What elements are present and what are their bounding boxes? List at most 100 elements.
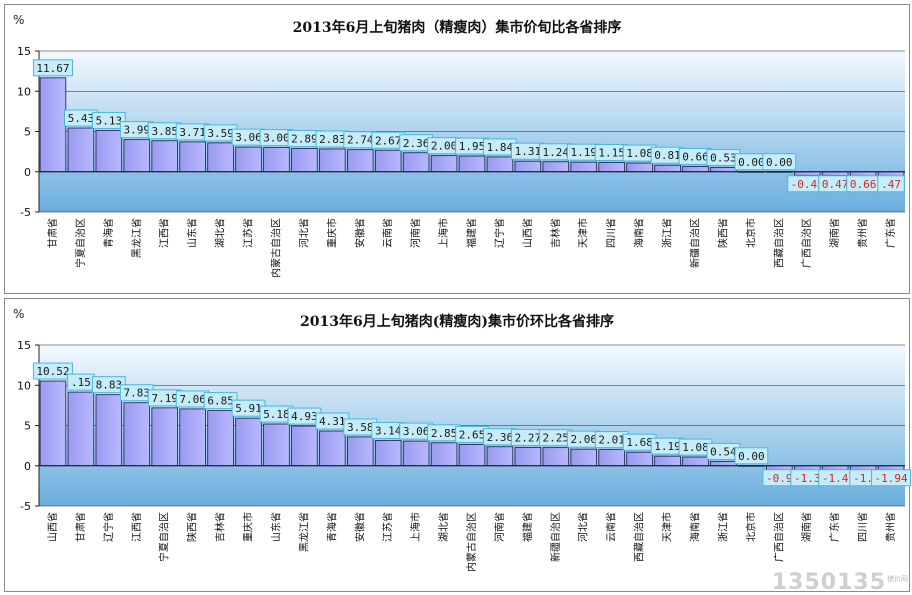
category-label: 河南省 — [409, 218, 422, 248]
y-tick-label: 10 — [17, 85, 31, 98]
watermark-subtext: 猪价网 — [887, 575, 908, 583]
data-label: 1.08 — [682, 441, 709, 454]
category-label: 西藏自治区 — [772, 218, 785, 268]
y-tick-label: 5 — [24, 126, 31, 139]
y-unit-label: % — [13, 307, 25, 321]
bar — [514, 160, 542, 173]
category-label: 安徽省 — [353, 218, 366, 248]
data-label: 0.00 — [738, 450, 765, 463]
category-label: 内蒙古自治区 — [269, 218, 282, 278]
data-label: -0.45 — [791, 178, 824, 191]
category-label: 陕西省 — [716, 218, 729, 248]
data-label: 3.85 — [151, 125, 178, 138]
data-label: 5.91 — [235, 402, 262, 415]
data-label-box — [32, 362, 73, 380]
data-label: 2.67 — [375, 134, 402, 147]
category-label: 甘肃省 — [74, 512, 87, 542]
data-label: 8.83 — [96, 379, 123, 392]
data-label: 3.59 — [207, 127, 234, 140]
y-tick-label: 0 — [24, 460, 31, 473]
bar — [291, 425, 318, 467]
bar — [39, 380, 67, 467]
category-label: 河北省 — [577, 512, 590, 542]
chart-title: 2013年6月上旬猪肉(精瘦肉)集市价环比各省排序 — [300, 314, 614, 330]
data-label: 2.27 — [515, 431, 542, 444]
bar — [682, 456, 709, 467]
bar — [263, 423, 290, 467]
data-label: -1. — [853, 472, 873, 485]
bar — [542, 447, 570, 467]
bar — [151, 140, 178, 173]
category-label: 山东省 — [186, 218, 199, 248]
bar — [486, 156, 514, 173]
data-label-box — [762, 153, 797, 171]
category-label: 黑龙江省 — [297, 512, 310, 552]
bar — [291, 148, 318, 173]
category-label: 黑龙江省 — [130, 218, 143, 258]
bar — [319, 148, 346, 173]
data-label-box — [734, 447, 769, 465]
data-label: 2.06 — [570, 433, 597, 446]
y-tick-label: 15 — [17, 339, 31, 352]
data-label: 1.19 — [570, 146, 597, 159]
data-label: 11.67 — [36, 62, 69, 75]
category-label: 贵州省 — [856, 218, 869, 248]
data-label: 4.93 — [291, 410, 318, 423]
category-label: 广东省 — [884, 218, 897, 248]
data-label: 5.13 — [96, 114, 123, 127]
category-label: 西藏自治区 — [633, 512, 646, 562]
category-label: 山西省 — [521, 218, 534, 248]
y-tick-label: 5 — [24, 420, 31, 433]
data-label: 3.06 — [235, 131, 262, 144]
data-label: .47 — [881, 178, 901, 191]
data-label: 3.00 — [263, 132, 290, 145]
bar — [179, 408, 206, 467]
data-label: 0.53 — [710, 151, 737, 164]
category-label: 海南省 — [633, 218, 646, 248]
bar — [39, 77, 67, 173]
category-label: 安徽省 — [353, 512, 366, 542]
data-label: 3.99 — [124, 124, 151, 137]
category-label: 广西自治区 — [772, 512, 785, 562]
category-label: 吉林省 — [214, 512, 227, 542]
bar — [626, 162, 653, 173]
bar — [710, 461, 737, 467]
data-label: 7.19 — [151, 392, 178, 405]
bar — [570, 448, 597, 467]
category-label: 重庆市 — [325, 218, 338, 248]
category-label: 北京市 — [744, 512, 757, 542]
data-label: 2.83 — [319, 133, 346, 146]
category-label: 江西省 — [130, 512, 143, 542]
data-label: 0.00 — [766, 156, 793, 169]
bar — [486, 446, 514, 467]
category-label: 辽宁省 — [493, 218, 506, 248]
bar — [402, 440, 430, 467]
data-label: 3.58 — [347, 421, 374, 434]
data-label: 7.83 — [124, 387, 151, 400]
category-label: 浙江省 — [716, 512, 729, 542]
bar — [263, 147, 290, 173]
data-label-box — [871, 469, 912, 487]
category-label: 广西自治区 — [800, 218, 813, 268]
watermark-text: 1350135 — [771, 570, 886, 595]
y-tick-label: -5 — [20, 500, 31, 513]
data-label-box — [877, 175, 905, 193]
bar — [347, 436, 374, 467]
category-label: 北京市 — [744, 218, 757, 248]
category-label: 海南省 — [688, 512, 701, 542]
data-label: .15 — [71, 376, 91, 389]
data-label: 0.00 — [738, 156, 765, 169]
category-label: 湖南省 — [828, 218, 841, 248]
chart-title: 2013年6月上旬猪肉（精瘦肉）集市价旬比各省排序 — [292, 20, 622, 36]
bar — [542, 161, 570, 173]
y-tick-label: 0 — [24, 166, 31, 179]
bar — [430, 442, 458, 467]
data-label: -1.94 — [874, 472, 907, 485]
category-label: 江苏省 — [381, 512, 394, 542]
category-label: 湖北省 — [214, 218, 227, 248]
chart-panel-huanbi: % 2013年6月上旬猪肉(精瘦肉)集市价环比各省排序 -5 0 5 10 15 10.5… — [4, 298, 912, 592]
bar — [374, 149, 402, 173]
data-label: 3.06 — [403, 425, 430, 438]
category-label: 浙江省 — [661, 218, 674, 248]
bar-chart-xunbi: -5 0 5 10 15 11.67 甘肃省 5.43 宁夏自治区 5.13 青海省 3.99 黑龙江省… — [17, 45, 905, 278]
